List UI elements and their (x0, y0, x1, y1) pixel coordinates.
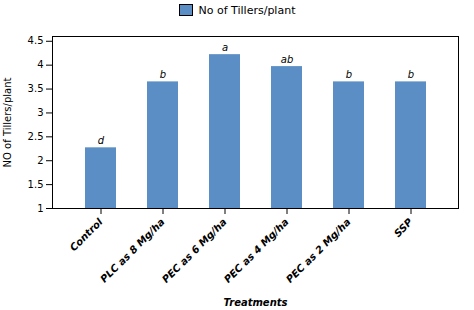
svg-text:PEC as 4 Mg/ha: PEC as 4 Mg/ha (222, 216, 291, 285)
svg-text:4: 4 (37, 59, 43, 70)
svg-text:Treatments: Treatments (223, 297, 287, 308)
svg-text:PEC as 2 Mg/ha: PEC as 2 Mg/ha (284, 216, 353, 285)
svg-text:b: b (408, 69, 414, 80)
svg-text:ab: ab (281, 54, 293, 65)
svg-text:NO of Tillers/plant: NO of Tillers/plant (2, 78, 13, 168)
svg-text:b: b (160, 69, 166, 80)
svg-text:2: 2 (37, 155, 43, 166)
html-text:No of Tillers/plant: No of Tillers/plant (198, 3, 296, 17)
svg-text:3: 3 (37, 107, 43, 118)
svg-text:d: d (98, 135, 105, 146)
svg-text:Control: Control (68, 216, 105, 253)
svg-text:b: b (346, 69, 352, 80)
svg-text:3.5: 3.5 (28, 83, 44, 94)
svg-text:1.5: 1.5 (28, 179, 44, 190)
svg-text:PLC as 8 Mg/ha: PLC as 8 Mg/ha (98, 216, 167, 285)
svg-text:PEC as 6 Mg/ha: PEC as 6 Mg/ha (160, 216, 229, 285)
svg-text:SSP: SSP (392, 216, 415, 239)
svg-text:1: 1 (37, 203, 43, 214)
svg-text:2.5: 2.5 (28, 131, 44, 142)
svg-text:4.5: 4.5 (28, 35, 44, 46)
svg-text:a: a (222, 42, 228, 53)
